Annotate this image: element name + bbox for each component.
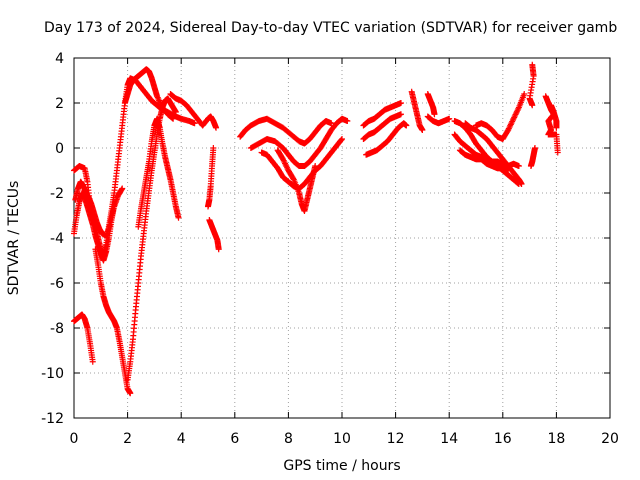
x-tick-label: 8 [284,431,293,447]
y-tick-label: -6 [50,276,64,292]
data-point [403,122,410,129]
data-point [529,102,536,109]
series-arc-25 [456,147,512,174]
series-arc-3 [72,178,126,239]
x-tick-label: 16 [494,431,512,447]
series-arc-9 [167,91,220,131]
data-point [419,127,426,133]
data-point [290,175,297,182]
data-point [397,111,404,118]
data-point [89,358,96,365]
series-arc-24 [451,131,522,187]
data-point [338,136,345,143]
series-arc-10 [205,145,217,210]
data-point [505,167,512,174]
x-tick-label: 20 [601,431,619,447]
data-point [339,136,345,142]
series-arc-17 [360,111,404,142]
series-arc-12 [237,115,335,147]
chart-title: Day 173 of 2024, Sidereal Day-to-day VTE… [44,20,617,36]
data-point [312,163,319,169]
series-arc-19 [408,88,426,133]
data-point [554,149,561,156]
series-arc-4 [71,311,96,365]
data-point [213,124,220,131]
data-point [527,163,534,169]
y-tick-label: -4 [50,231,64,247]
x-tick-label: 14 [440,431,458,447]
data-point [328,120,335,127]
data-point [172,109,179,115]
y-tick-label: -10 [41,366,64,382]
data-point [119,185,126,192]
series-arc-11 [206,217,222,253]
data-point [344,118,351,124]
y-tick-label: -8 [50,321,64,337]
series-arc-15 [274,147,319,214]
x-tick-label: 6 [230,431,239,447]
y-tick-label: 0 [55,141,64,157]
y-tick-label: 2 [55,96,64,112]
y-tick-label: -2 [50,186,64,202]
series-arc-13 [247,115,351,169]
data-point [175,214,182,221]
series-arc-20 [424,91,438,118]
data-point [553,124,560,131]
series-arc-27 [526,61,537,109]
data-point [397,100,404,106]
data-point [446,115,453,122]
plot-frame [73,57,611,419]
y-axis-title: SDTVAR / TECUs [6,181,22,296]
grid [74,58,610,418]
series-arc-26 [473,91,528,142]
data-point [515,181,522,187]
series-arc-21 [424,113,453,127]
data-point [191,120,198,127]
data-point [127,390,134,397]
x-tick-label: 12 [387,431,405,447]
series-arc-8 [121,66,177,122]
data-point [170,115,177,122]
series-arc-5 [92,246,134,397]
series-arc-16 [360,100,404,129]
x-tick-label: 2 [123,431,132,447]
x-axis-title: GPS time / hours [283,458,400,474]
data-point [431,111,438,118]
data-point [515,163,522,169]
series-arc-29 [527,145,538,169]
y-tick-label: 4 [55,51,64,67]
x-tick-label: 0 [70,431,79,447]
x-tick-label: 18 [547,431,565,447]
data-point [521,91,528,97]
data-point [215,246,222,253]
data-points [71,61,561,397]
y-tick-label: -12 [41,411,64,427]
data-point [205,203,211,210]
series-arc-30 [548,102,560,131]
series-arc-7 [135,115,182,230]
x-tick-label: 4 [177,431,186,447]
series-arc-18 [363,120,410,158]
x-tick-label: 10 [333,431,351,447]
